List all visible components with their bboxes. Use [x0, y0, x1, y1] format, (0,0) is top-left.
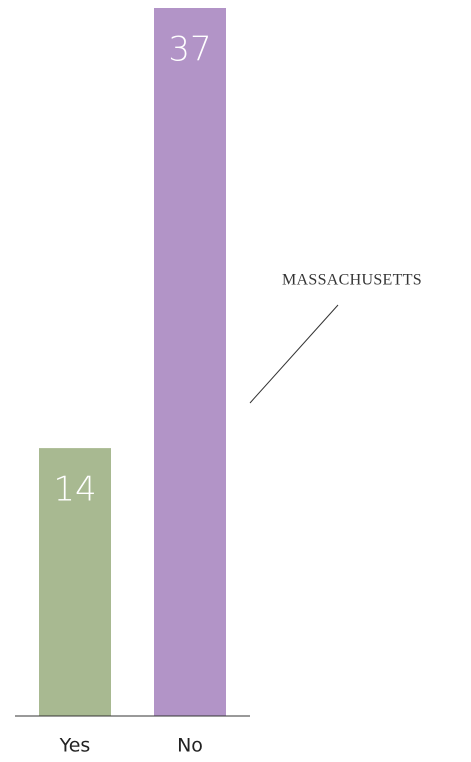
- value-label: 37: [168, 30, 211, 70]
- value-label: 14: [53, 470, 96, 510]
- annotation: MASSACHUSETTS: [282, 272, 422, 289]
- x-tick-label: Yes: [59, 735, 91, 757]
- bar: [154, 8, 226, 716]
- x-tick-label: No: [177, 735, 203, 757]
- bar: [39, 448, 111, 716]
- annotation-leader: [249, 304, 339, 404]
